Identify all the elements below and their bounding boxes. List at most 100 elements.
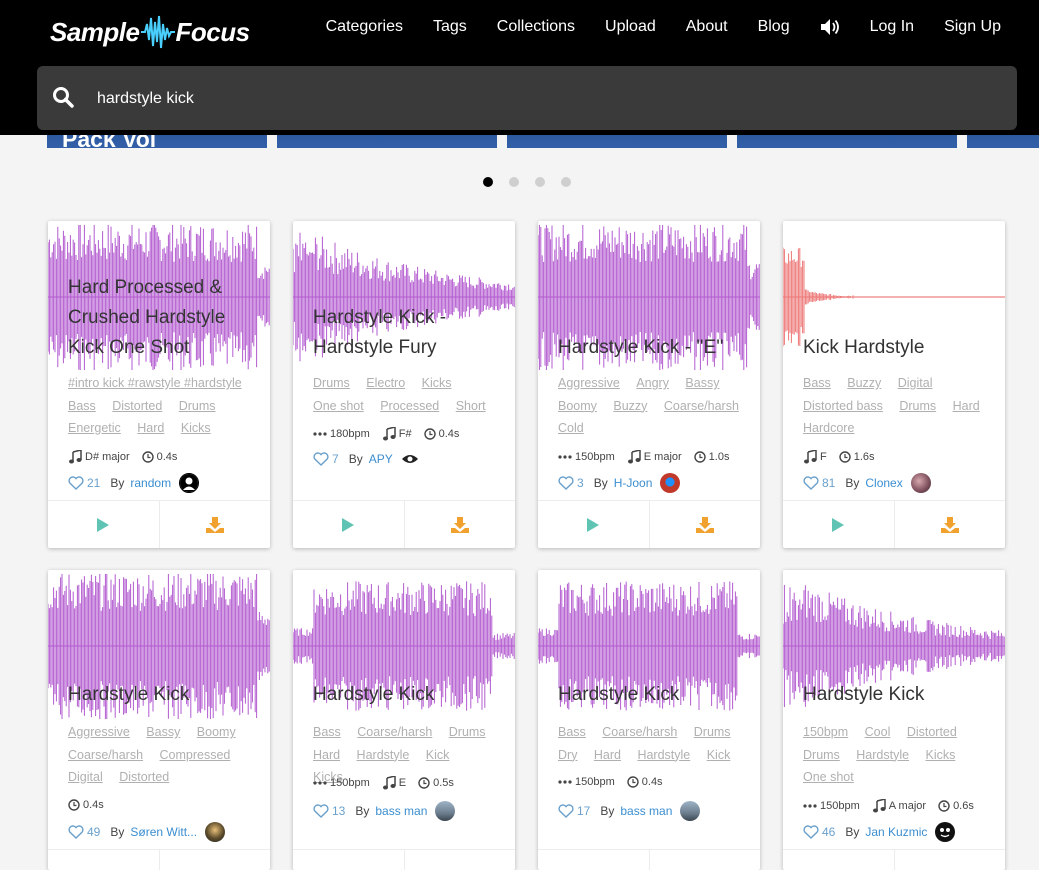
sample-title[interactable]: Hardstyle Kick — [558, 684, 680, 705]
play-button[interactable] — [293, 501, 405, 548]
like-button[interactable]: 13 — [313, 804, 345, 818]
tag-link[interactable]: Hard — [313, 747, 341, 762]
download-button[interactable] — [405, 501, 516, 548]
author-link[interactable]: bass man — [375, 804, 428, 818]
tag-link[interactable]: Bass — [803, 376, 831, 390]
carousel-item[interactable] — [737, 135, 957, 148]
sample-title[interactable]: Hardstyle Kick — [68, 684, 190, 705]
play-button[interactable] — [538, 501, 650, 548]
login-link[interactable]: Log In — [869, 18, 915, 35]
waveform[interactable] — [293, 574, 515, 719]
user-avatar[interactable] — [179, 473, 200, 493]
download-button[interactable] — [650, 501, 761, 548]
carousel-item[interactable] — [507, 135, 727, 148]
tag-link[interactable]: Energetic — [68, 421, 121, 435]
tag-link[interactable]: Distorted — [112, 398, 163, 413]
tag-link[interactable]: Bassy — [146, 725, 181, 739]
signup-link[interactable]: Sign Up — [944, 18, 1001, 35]
download-button[interactable] — [160, 850, 271, 870]
tag-link[interactable]: Drums — [693, 725, 731, 739]
carousel-dot[interactable] — [483, 177, 493, 187]
tag-link[interactable]: Kicks — [180, 421, 211, 435]
nav-collections[interactable]: Collections — [496, 18, 576, 35]
tag-link[interactable]: Cold — [558, 421, 584, 435]
user-avatar[interactable] — [205, 822, 226, 842]
waveform[interactable] — [293, 225, 515, 370]
nav-tags[interactable]: Tags — [432, 18, 467, 35]
tag-link[interactable]: Coarse/harsh — [663, 398, 739, 413]
tag-link[interactable]: Bass — [313, 725, 341, 739]
tag-link[interactable]: Short — [455, 398, 486, 413]
tag-link[interactable]: Hard — [593, 747, 621, 762]
waveform[interactable] — [48, 574, 270, 719]
tag-link[interactable]: Cool — [864, 725, 891, 739]
play-button[interactable] — [48, 850, 160, 870]
tag-link[interactable]: Electro — [366, 376, 406, 390]
sample-card[interactable]: Hardstyle Kick Bass Coarse/harsh Drums D… — [538, 570, 760, 870]
play-button[interactable] — [293, 850, 405, 870]
tag-link[interactable]: Buzzy — [613, 398, 648, 413]
nav-categories[interactable]: Categories — [325, 18, 403, 35]
tag-link[interactable]: Bassy — [685, 376, 720, 390]
author-link[interactable]: bass man — [620, 804, 673, 818]
tag-link[interactable]: Dry — [558, 747, 578, 762]
user-avatar[interactable] — [435, 801, 456, 821]
nav-upload[interactable]: Upload — [605, 18, 656, 35]
carousel-dot[interactable] — [561, 177, 571, 187]
author-link[interactable]: APY — [368, 452, 393, 466]
like-button[interactable]: 46 — [803, 825, 835, 839]
tag-link[interactable]: #intro kick #rawstyle #hardstyle — [68, 376, 242, 390]
waveform[interactable] — [48, 225, 270, 370]
tag-link[interactable]: Kick — [706, 747, 731, 762]
tag-link[interactable]: One shot — [803, 770, 854, 784]
tag-link[interactable]: One shot — [313, 398, 364, 413]
tag-link[interactable]: Coarse/harsh — [357, 725, 433, 739]
tag-link[interactable]: Digital — [68, 770, 103, 784]
tag-link[interactable]: Distorted bass — [803, 398, 883, 413]
site-logo[interactable]: Sample Focus — [50, 12, 250, 52]
carousel-dot[interactable] — [535, 177, 545, 187]
author-link[interactable]: Clonex — [865, 476, 903, 490]
tag-link[interactable]: Distorted — [119, 770, 170, 784]
waveform[interactable] — [783, 574, 1005, 719]
carousel-item[interactable] — [967, 135, 1039, 148]
tag-link[interactable]: Kicks — [313, 770, 343, 784]
like-button[interactable]: 7 — [313, 452, 339, 466]
search-input[interactable] — [95, 80, 999, 118]
like-button[interactable]: 49 — [68, 825, 100, 839]
speaker-icon[interactable] — [820, 18, 840, 36]
like-button[interactable]: 17 — [558, 804, 590, 818]
user-avatar[interactable] — [680, 801, 701, 821]
user-avatar[interactable] — [660, 473, 681, 493]
tag-link[interactable]: Kicks — [421, 376, 452, 390]
tag-link[interactable]: Compressed — [159, 747, 231, 762]
tag-link[interactable]: Hardstyle — [637, 747, 691, 762]
play-button[interactable] — [783, 501, 895, 548]
user-avatar[interactable] — [935, 822, 956, 842]
sample-title[interactable]: Kick Hardstyle — [803, 337, 925, 358]
sample-card[interactable]: Hard Processed & Crushed Hardstyle Kick … — [48, 221, 270, 548]
user-avatar[interactable] — [910, 473, 931, 493]
sample-card[interactable]: Hardstyle Kick Aggressive Bassy Boomy Co… — [48, 570, 270, 870]
tag-link[interactable]: Kick — [425, 747, 450, 762]
tag-link[interactable]: 150bpm — [803, 725, 849, 739]
tag-link[interactable]: Aggressive — [68, 725, 130, 739]
tag-link[interactable]: Drums — [448, 725, 486, 739]
sample-title[interactable]: Hardstyle Kick — [803, 684, 925, 705]
tag-link[interactable]: Distorted — [906, 725, 957, 739]
play-button[interactable] — [783, 850, 895, 870]
tag-link[interactable]: Coarse/harsh — [68, 747, 144, 762]
author-link[interactable]: Jan Kuzmic — [865, 825, 928, 839]
tag-link[interactable]: Drums — [803, 747, 840, 762]
author-link[interactable]: random — [130, 476, 172, 490]
download-button[interactable] — [895, 850, 1006, 870]
tag-link[interactable]: Hard — [137, 421, 165, 435]
sample-card[interactable]: Hardstyle Kick 150bpm Cool Distorted Dru… — [783, 570, 1005, 870]
search-icon[interactable] — [52, 86, 74, 113]
waveform[interactable] — [783, 225, 1005, 370]
author-link[interactable]: H-Joon — [613, 476, 653, 490]
tag-link[interactable]: Hardstyle — [356, 747, 410, 762]
tag-link[interactable]: Kicks — [925, 747, 956, 762]
sample-title[interactable]: Hardstyle Kick — [313, 684, 435, 705]
tag-link[interactable]: Hardstyle — [856, 747, 910, 762]
